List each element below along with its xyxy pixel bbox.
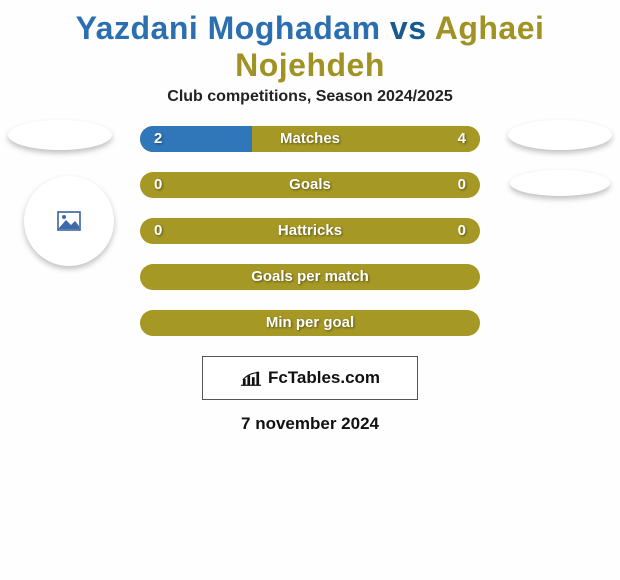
bar-label: Goals [140,172,480,198]
player1-photo-placeholder [8,120,112,150]
image-placeholder-icon [57,211,81,231]
watermark-text: FcTables.com [268,368,380,388]
stat-bar: Hattricks0 0 [140,218,480,244]
bar-value-player1: 0 [154,218,162,244]
player2-club-placeholder [510,170,610,196]
bar-value-player2: 0 [458,172,466,198]
vs-separator: vs [390,10,427,46]
bar-chart-icon [240,369,262,387]
stat-bar: Goals per match [140,264,480,290]
date-stamp: 7 november 2024 [0,400,620,434]
comparison-bars: Matches24Goals00Hattricks00Goals per mat… [140,120,480,336]
bar-value-player2: 4 [458,126,466,152]
subtitle: Club competitions, Season 2024/2025 [0,88,620,120]
stat-bar: Matches2 4 [140,126,480,152]
bar-label: Matches [140,126,480,152]
stat-bar: Min per goal [140,310,480,336]
bar-value-player1: 2 [154,126,162,152]
bar-value-player1: 0 [154,172,162,198]
player1-club-placeholder [24,176,114,266]
comparison-title: Yazdani Moghadam vs Aghaei Nojehdeh [0,0,620,88]
bar-value-player2: 0 [458,218,466,244]
bar-label: Goals per match [140,264,480,290]
stat-bar: Goals0 0 [140,172,480,198]
bar-label: Min per goal [140,310,480,336]
player2-photo-placeholder [508,120,612,150]
watermark: FcTables.com [202,356,418,400]
player1-name: Yazdani Moghadam [76,10,381,46]
bar-label: Hattricks [140,218,480,244]
